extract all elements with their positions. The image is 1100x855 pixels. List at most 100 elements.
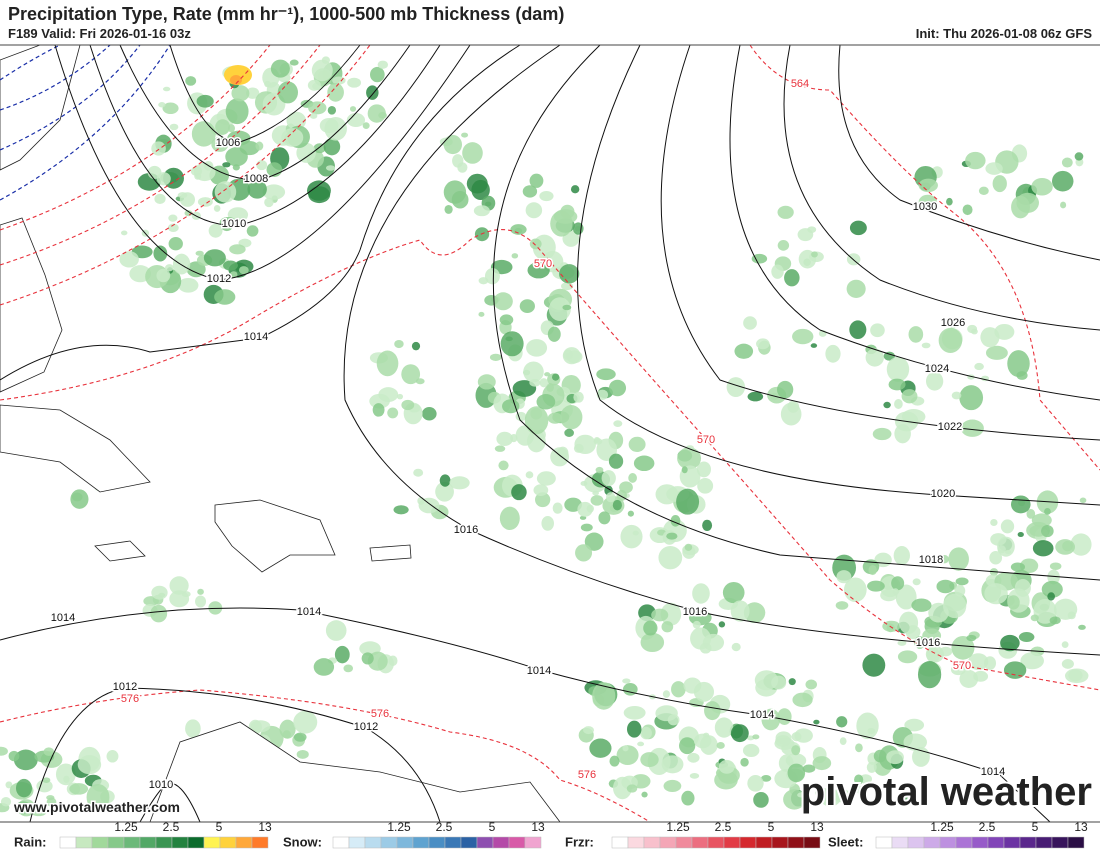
- precip-cell: [363, 122, 370, 129]
- precip-cell: [633, 531, 639, 536]
- precip-cell: [943, 594, 966, 618]
- precip-cell: [909, 326, 924, 343]
- isobar-label: 1024: [925, 363, 949, 375]
- precip-cell: [512, 253, 519, 258]
- precip-cell: [544, 372, 550, 376]
- precip-cell: [223, 261, 238, 271]
- legend-swatch: [972, 837, 988, 848]
- precip-cell: [792, 329, 813, 344]
- legend-swatch: [740, 837, 756, 848]
- precip-cell: [748, 392, 764, 402]
- precip-cell: [743, 744, 759, 757]
- precip-cell: [789, 678, 796, 685]
- legend-swatch: [612, 837, 628, 848]
- precip-cell: [577, 502, 592, 517]
- precip-cell: [194, 173, 201, 180]
- precip-cell: [591, 495, 604, 506]
- isobar-label: 1018: [919, 554, 943, 566]
- legend-swatch: [76, 837, 92, 848]
- legend-swatch: [1068, 837, 1084, 848]
- precip-cell: [913, 578, 921, 585]
- precip-cell: [1080, 498, 1087, 504]
- precip-cell: [613, 500, 622, 510]
- legend-swatch: [252, 837, 268, 848]
- precip-cell: [697, 478, 713, 494]
- precip-cell: [704, 701, 721, 720]
- precip-cell: [756, 338, 770, 349]
- precip-cell: [596, 467, 604, 473]
- thickness-label: 570: [534, 258, 552, 270]
- precip-cell: [952, 392, 962, 400]
- precip-cell: [537, 471, 556, 485]
- legend-swatch: [220, 837, 236, 848]
- precip-cell: [293, 711, 317, 734]
- precip-cell: [836, 601, 849, 610]
- isobar-label: 1016: [683, 606, 707, 618]
- precip-cell: [1005, 550, 1011, 554]
- precip-cell: [886, 750, 904, 764]
- precip-cell: [974, 363, 984, 370]
- legend-swatch: [60, 837, 76, 848]
- precip-cell: [501, 331, 524, 356]
- precip-cell: [378, 112, 387, 119]
- precip-cell: [609, 380, 626, 396]
- legend-swatch: [445, 837, 461, 848]
- precip-cell: [278, 81, 298, 103]
- precip-cell: [324, 117, 346, 141]
- precip-cell: [444, 205, 452, 214]
- precip-cell: [197, 95, 214, 108]
- precip-cell: [628, 511, 634, 517]
- precip-cell: [366, 85, 378, 99]
- precip-cell: [998, 545, 1006, 553]
- precip-cell: [326, 165, 335, 171]
- precip-cell: [168, 215, 177, 222]
- thickness-label: 570: [953, 660, 971, 672]
- precip-cell: [239, 266, 249, 274]
- precip-cell: [583, 726, 594, 734]
- precip-cell: [362, 652, 374, 664]
- precip-cell: [1044, 508, 1051, 515]
- precip-cell: [328, 106, 336, 115]
- precip-cell: [452, 191, 469, 209]
- precip-cell: [598, 511, 610, 524]
- precip-cell: [557, 447, 568, 459]
- website: www.pivotalweather.com: [13, 799, 180, 815]
- isobar-label: 1014: [297, 606, 321, 618]
- precip-cell: [327, 83, 344, 102]
- precip-cell: [719, 760, 735, 774]
- precip-cell: [984, 583, 1008, 604]
- precip-cell: [867, 581, 885, 592]
- legend-tick-label: 13: [531, 820, 545, 834]
- precip-cell: [251, 720, 271, 732]
- isobar-label: 1010: [149, 779, 173, 791]
- precip-cell: [169, 237, 183, 250]
- valid-time: F189 Valid: Fri 2026-01-16 03z: [8, 26, 191, 41]
- precip-cell: [192, 121, 216, 146]
- precip-cell: [619, 481, 633, 493]
- legend-tick-label: 1.25: [387, 820, 411, 834]
- precip-cell: [862, 654, 885, 677]
- precip-cell: [222, 162, 230, 167]
- precip-cell: [264, 198, 273, 208]
- legend-tick-label: 13: [1074, 820, 1088, 834]
- isobar-label: 1006: [216, 137, 240, 149]
- precip-cell: [560, 405, 582, 429]
- precip-cell: [596, 368, 615, 380]
- precip-cell: [880, 589, 897, 601]
- precip-cell: [984, 656, 996, 670]
- precip-cell: [589, 739, 611, 758]
- precip-cell: [939, 647, 952, 657]
- precip-cell: [580, 481, 587, 486]
- precip-cell: [412, 342, 420, 350]
- precip-cell: [747, 775, 763, 792]
- precip-cell: [70, 489, 88, 508]
- precip-cell: [752, 734, 759, 739]
- legend-swatch: [1004, 837, 1020, 848]
- isobar-label: 1012: [113, 681, 137, 693]
- precip-cell: [523, 185, 537, 197]
- legend-swatch: [509, 837, 525, 848]
- precip-cell: [771, 265, 783, 279]
- precip-cell: [973, 671, 988, 682]
- precip-cell: [498, 461, 508, 471]
